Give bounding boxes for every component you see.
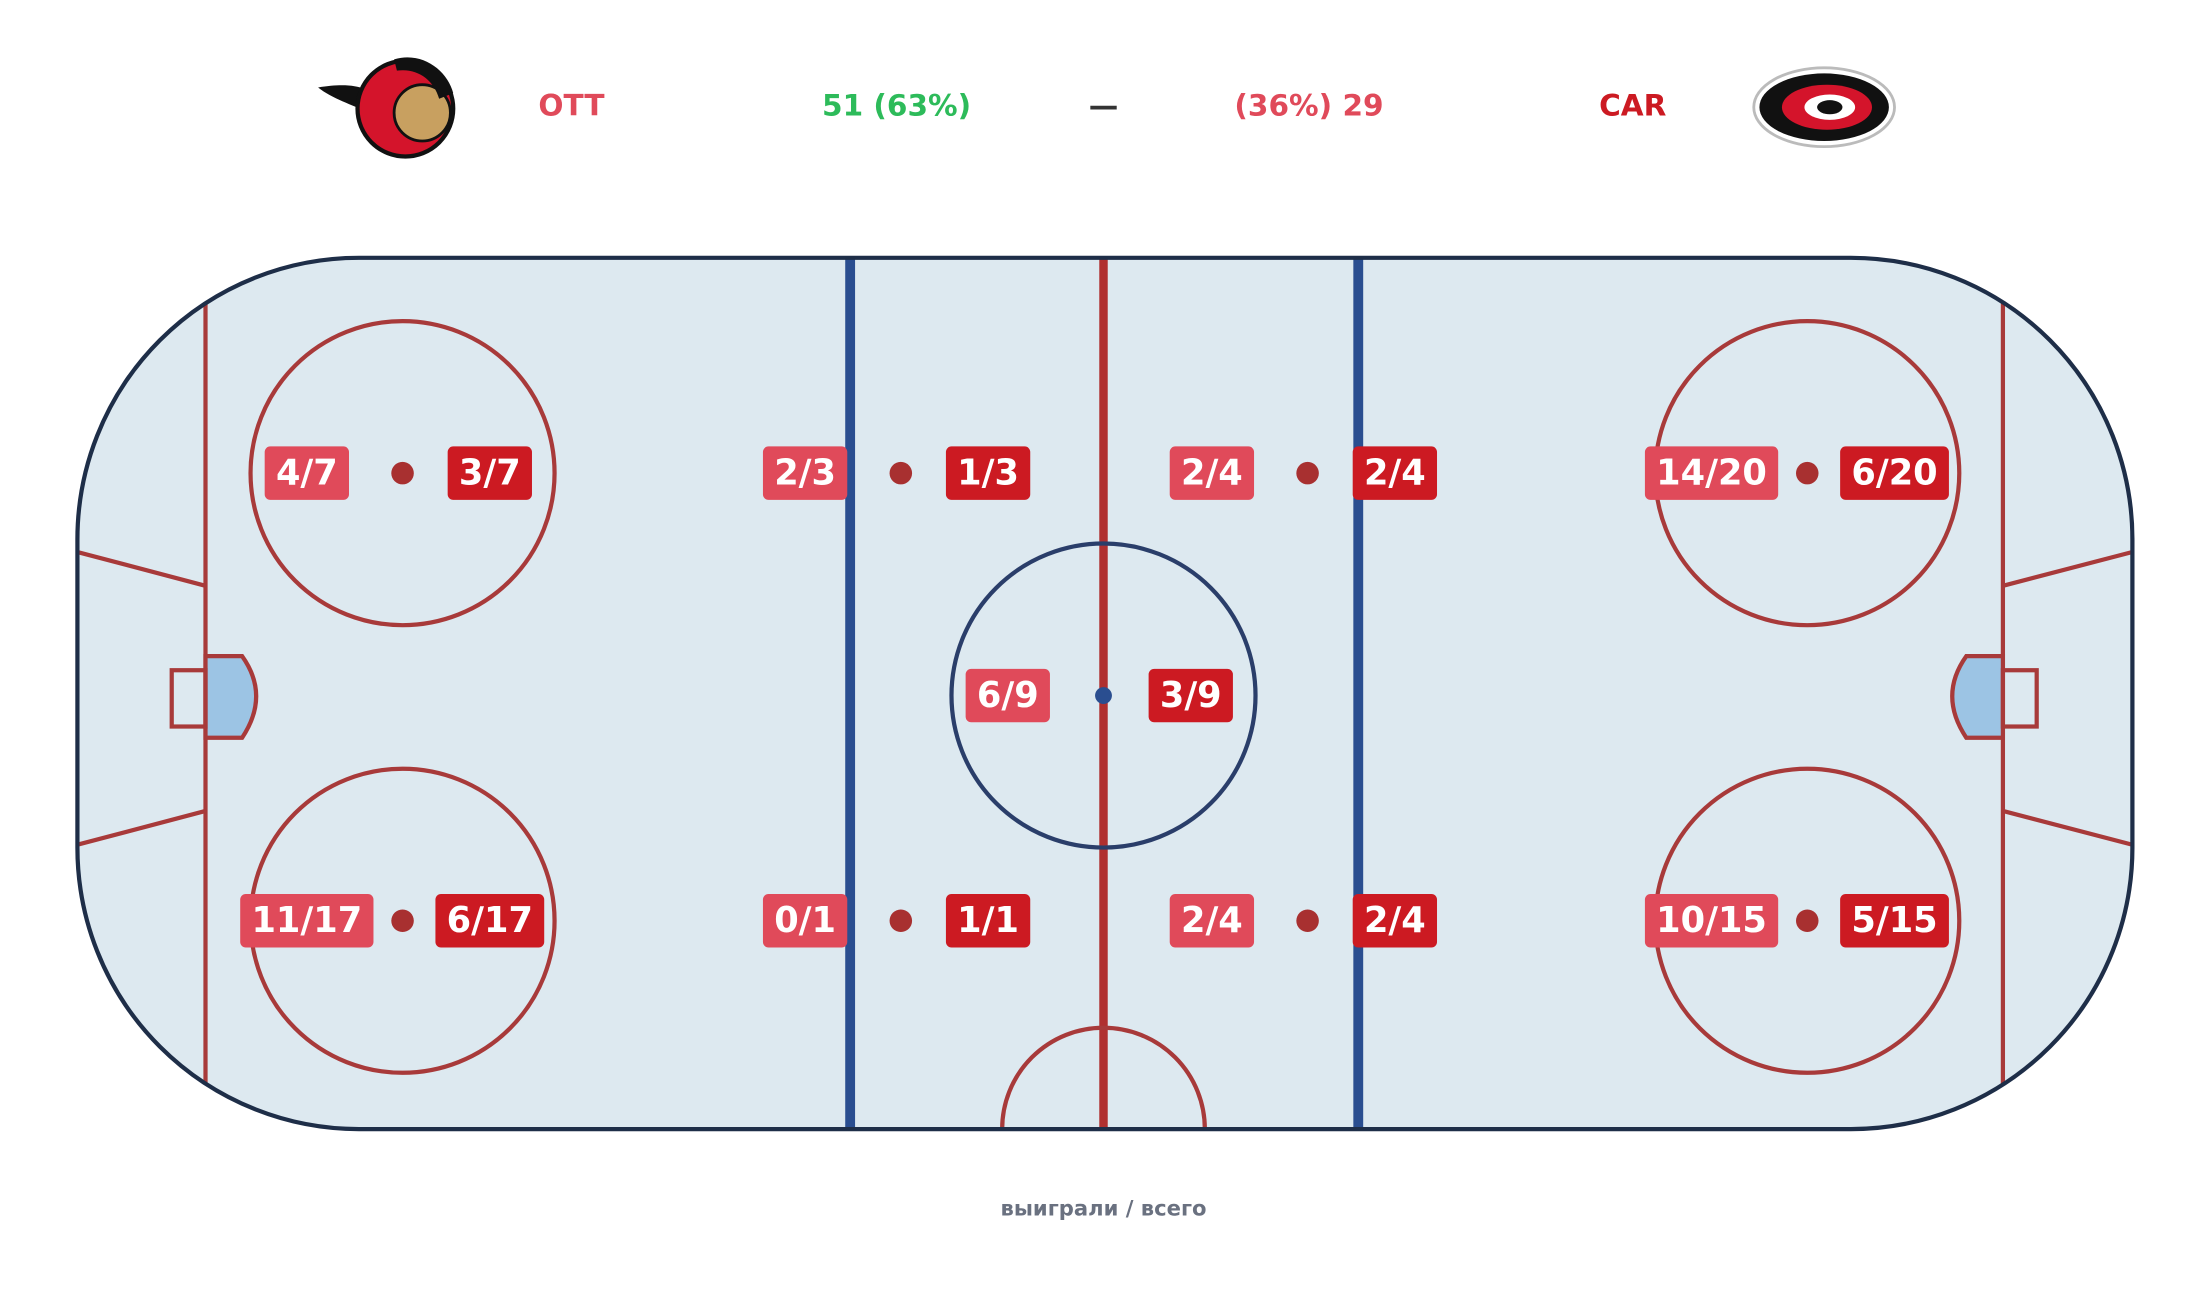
ott-logo bbox=[318, 57, 456, 159]
faceoff-label: 10/15 bbox=[1656, 900, 1767, 941]
faceoff-label-bg bbox=[1644, 894, 1779, 948]
separator: — bbox=[1089, 89, 1119, 123]
faceoff-label-bg bbox=[1840, 446, 1949, 500]
faceoff-label: 6/17 bbox=[447, 900, 533, 941]
faceoff-label: 2/4 bbox=[1181, 453, 1243, 494]
faceoff-label-bg bbox=[1148, 668, 1233, 723]
faceoff-label-bg bbox=[240, 894, 374, 948]
faceoff-label: 5/15 bbox=[1851, 900, 1937, 941]
faceoff-dot bbox=[391, 909, 414, 933]
faceoff-dot bbox=[1796, 909, 1819, 933]
faceoff-label: 6/20 bbox=[1851, 453, 1937, 494]
faceoff-label-bg bbox=[1840, 894, 1949, 948]
faceoff-label-bg bbox=[447, 446, 532, 500]
faceoff-dot bbox=[1296, 461, 1319, 485]
faceoff-dot bbox=[1796, 461, 1819, 485]
footer-note: выиграли / всего bbox=[1000, 1195, 1206, 1220]
car-logo bbox=[1752, 66, 1896, 149]
faceoff-label: 0/1 bbox=[774, 900, 836, 941]
faceoff-label-bg bbox=[762, 894, 848, 948]
faceoff-label: 3/9 bbox=[1160, 675, 1222, 716]
faceoff-label: 2/4 bbox=[1181, 900, 1243, 941]
faceoff-label: 4/7 bbox=[276, 453, 338, 494]
faceoff-label: 2/3 bbox=[774, 453, 836, 494]
faceoff-label: 2/4 bbox=[1364, 453, 1426, 494]
faceoff-dot bbox=[391, 461, 414, 485]
faceoff-label-bg bbox=[1352, 446, 1438, 500]
away-score: (36%) 29 bbox=[1234, 89, 1383, 123]
faceoff-label: 1/3 bbox=[957, 453, 1019, 494]
faceoff-label-bg bbox=[1169, 446, 1255, 500]
faceoff-dot bbox=[889, 909, 913, 933]
faceoff-label-bg bbox=[965, 668, 1050, 723]
faceoff-label-bg bbox=[945, 446, 1031, 500]
faceoff-dot bbox=[889, 461, 913, 485]
home-team: OTT bbox=[538, 89, 604, 123]
faceoff-label-bg bbox=[435, 894, 545, 948]
away-team: CAR bbox=[1599, 89, 1667, 123]
home-score: 51 (63%) bbox=[822, 89, 971, 123]
faceoff-labels: 4/7 3/7 11/17 6/17 2/3 1/3 0/1 1/1 6/9 3/9 2/4 2/4 2… bbox=[240, 446, 1949, 948]
faceoff-label-bg bbox=[1644, 446, 1779, 500]
rink bbox=[75, 255, 2135, 1132]
faceoff-label: 2/4 bbox=[1364, 900, 1426, 941]
faceoff-label-bg bbox=[1352, 894, 1438, 948]
faceoff-label: 1/1 bbox=[957, 900, 1019, 941]
faceoff-label-bg bbox=[1169, 894, 1255, 948]
faceoff-label: 6/9 bbox=[977, 675, 1039, 716]
faceoff-label-bg bbox=[762, 446, 848, 500]
faceoff-dot bbox=[1296, 909, 1319, 933]
faceoff-label: 3/7 bbox=[459, 453, 521, 494]
faceoff-label: 14/20 bbox=[1656, 453, 1767, 494]
faceoff-label-bg bbox=[945, 894, 1031, 948]
faceoff-label: 11/17 bbox=[251, 900, 362, 941]
faceoff-label-bg bbox=[264, 446, 349, 500]
